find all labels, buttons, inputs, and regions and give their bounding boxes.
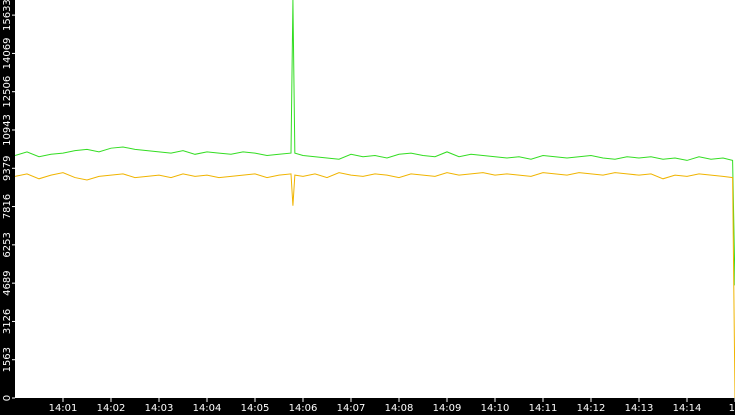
y-tick-label: 10943 <box>2 114 13 146</box>
series-line <box>15 172 735 398</box>
y-tick-label: 9379 <box>2 156 13 181</box>
y-tick-label: 7816 <box>2 194 13 219</box>
plot-area <box>15 0 735 398</box>
x-tick-label: 14:06 <box>289 403 318 414</box>
y-tick-label: 0 <box>2 395 13 401</box>
x-tick-label: 14:10 <box>481 403 510 414</box>
x-tick-label: 14:08 <box>385 403 414 414</box>
x-tick-label: 14:03 <box>145 403 174 414</box>
x-tick-label: 14:01 <box>49 403 78 414</box>
y-tick-label: 14069 <box>2 38 13 70</box>
x-axis-band <box>0 398 735 415</box>
x-tick-label: 14:09 <box>433 403 462 414</box>
y-tick-label: 3126 <box>2 309 13 334</box>
x-tick-label: 14:07 <box>337 403 366 414</box>
y-tick-label: 4689 <box>2 270 13 295</box>
x-tick-label: 14:11 <box>529 403 558 414</box>
x-tick-label: 14:05 <box>241 403 270 414</box>
y-tick-label: 1563 <box>2 347 13 372</box>
x-tick-label: 14:12 <box>577 403 606 414</box>
y-axis-band <box>0 0 15 415</box>
x-tick-label: 14:02 <box>97 403 126 414</box>
x-tick-label: 14:04 <box>193 403 222 414</box>
x-tick-label: 14 <box>729 403 735 414</box>
y-tick-label: 15633 <box>2 0 13 31</box>
y-tick-label: 12506 <box>2 76 13 108</box>
series-line <box>15 0 735 286</box>
y-tick-label: 6253 <box>2 232 13 257</box>
x-tick-label: 14:14 <box>673 403 702 414</box>
x-tick-label: 14:13 <box>625 403 654 414</box>
